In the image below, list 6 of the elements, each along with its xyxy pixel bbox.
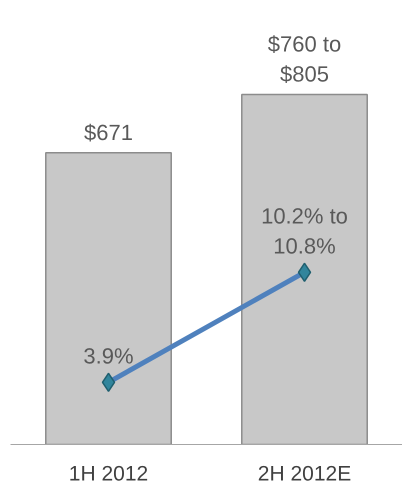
data-label: $760 to $805	[268, 32, 342, 86]
x-tick-label: 1H 2012	[68, 462, 148, 486]
x-tick-label: 2H 2012E	[258, 462, 352, 486]
data-label: 10.2% to 10.8%	[261, 203, 348, 258]
data-label: 3.9%	[83, 343, 134, 368]
data-label: $671	[84, 120, 133, 145]
